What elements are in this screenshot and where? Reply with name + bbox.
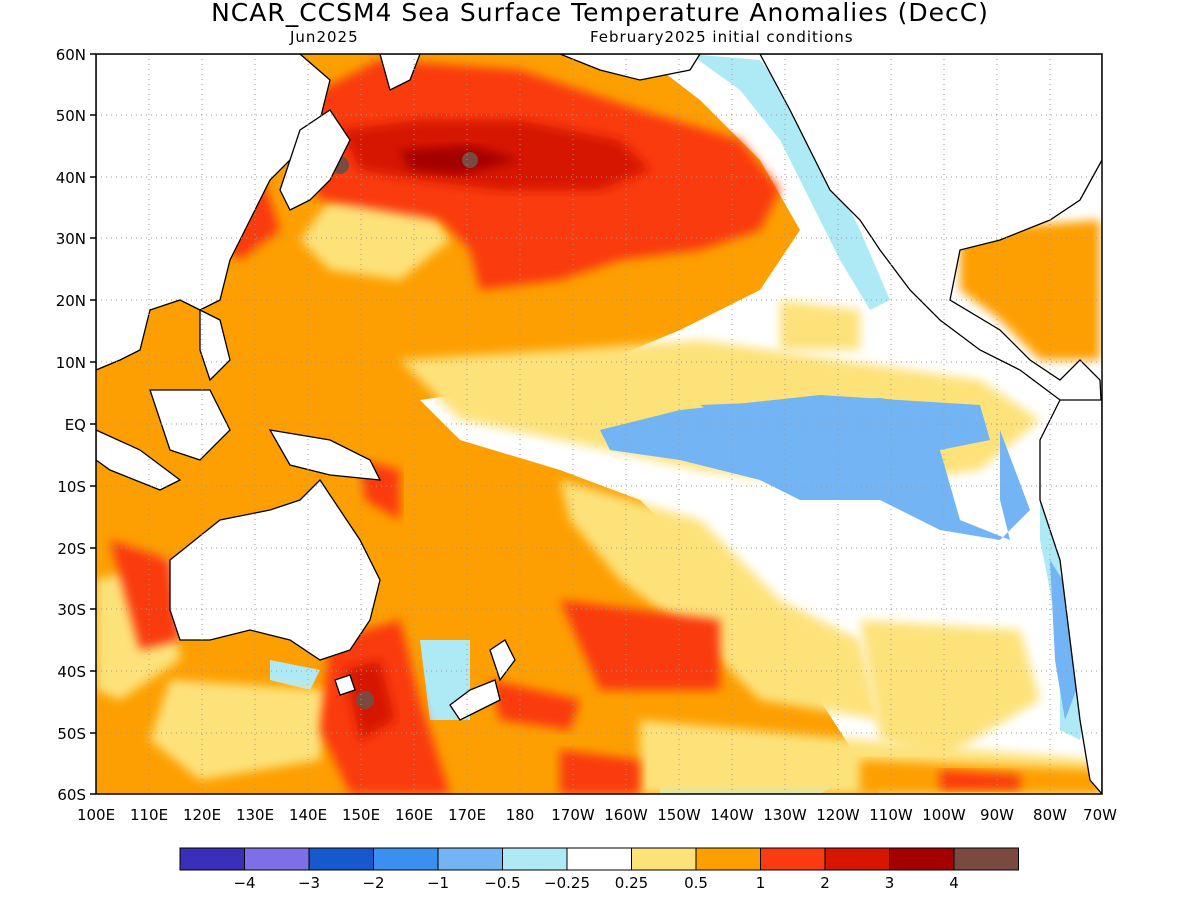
lat-label: 30N (56, 230, 86, 248)
lat-label: 60S (57, 786, 86, 804)
colorbar-label: −2 (362, 874, 384, 892)
lon-label: 160W (604, 806, 648, 824)
lon-label: 140W (710, 806, 754, 824)
land-outlines (96, 54, 1102, 794)
colorbar-box (373, 847, 439, 871)
lon-label: 130E (236, 806, 274, 824)
lon-label: 100E (77, 806, 115, 824)
forecast-month: Jun2025 (290, 28, 359, 46)
colorbar-label: −1 (427, 874, 449, 892)
colorbar-box (889, 847, 955, 871)
lon-label: 170E (448, 806, 486, 824)
lon-label: 80W (1033, 806, 1067, 824)
colorbar-box (308, 847, 374, 871)
lat-label: 40S (57, 663, 86, 681)
lat-label: 50N (56, 107, 86, 125)
colorbar-label: 4 (949, 874, 959, 892)
axis-ticks (90, 53, 96, 795)
longitude-labels: 100E 110E 120E 130E 140E 150E 160E 170E … (77, 806, 1117, 824)
colorbar-label: 0.25 (615, 874, 648, 892)
colorbar-boxes (179, 847, 1019, 871)
colorbar-labels: −4 −3 −2 −1 −0.5 −0.25 0.25 0.5 1 2 3 4 (233, 874, 958, 892)
colorbar-box (502, 847, 568, 871)
colorbar-box (179, 847, 245, 871)
lat-label: 30S (57, 601, 86, 619)
colorbar-box (631, 847, 697, 871)
colorbar-label: −3 (298, 874, 320, 892)
lon-label: 130W (763, 806, 807, 824)
lon-label: 120W (816, 806, 860, 824)
lon-label: 110W (869, 806, 913, 824)
lat-label: 10S (57, 478, 86, 496)
lon-label: 140E (289, 806, 327, 824)
latitude-labels: 60N 50N 40N 30N 20N 10N EQ 10S 20S 30S 4… (56, 46, 86, 804)
colorbar-box (760, 847, 826, 871)
lat-label: 10N (56, 354, 86, 372)
colorbar-label: 2 (820, 874, 830, 892)
colorbar-box (953, 847, 1019, 871)
lon-label: 100W (922, 806, 966, 824)
lat-label: 20S (57, 540, 86, 558)
lon-label: 110E (130, 806, 168, 824)
lon-label: 150E (342, 806, 380, 824)
initial-conditions: February2025 initial conditions (590, 28, 854, 46)
colorbar-box (566, 847, 632, 871)
colorbar-label: −0.25 (544, 874, 590, 892)
lon-label: 70W (1083, 806, 1117, 824)
lon-label: 150W (657, 806, 701, 824)
lon-label: 120E (183, 806, 221, 824)
lon-label: 180 (506, 806, 535, 824)
colorbar-label: 3 (885, 874, 895, 892)
lat-label: 20N (56, 292, 86, 310)
colorbar-label: 0.5 (684, 874, 708, 892)
colorbar: −4 −3 −2 −1 −0.5 −0.25 0.25 0.5 1 2 3 4 (179, 847, 1019, 892)
grid (96, 54, 1102, 794)
lon-label: 170W (551, 806, 595, 824)
lat-label: 40N (56, 169, 86, 187)
lat-label: 50S (57, 725, 86, 743)
colorbar-box (824, 847, 890, 871)
lon-label: 160E (395, 806, 433, 824)
colorbar-box (244, 847, 310, 871)
lon-label: 90W (980, 806, 1014, 824)
colorbar-label: 1 (756, 874, 766, 892)
map-title: NCAR_CCSM4 Sea Surface Temperature Anoma… (211, 0, 989, 27)
lat-label: EQ (65, 416, 86, 434)
colorbar-box (695, 847, 761, 871)
lat-label: 60N (56, 46, 86, 64)
colorbar-box (437, 847, 503, 871)
colorbar-label: −0.5 (484, 874, 520, 892)
colorbar-label: −4 (233, 874, 255, 892)
